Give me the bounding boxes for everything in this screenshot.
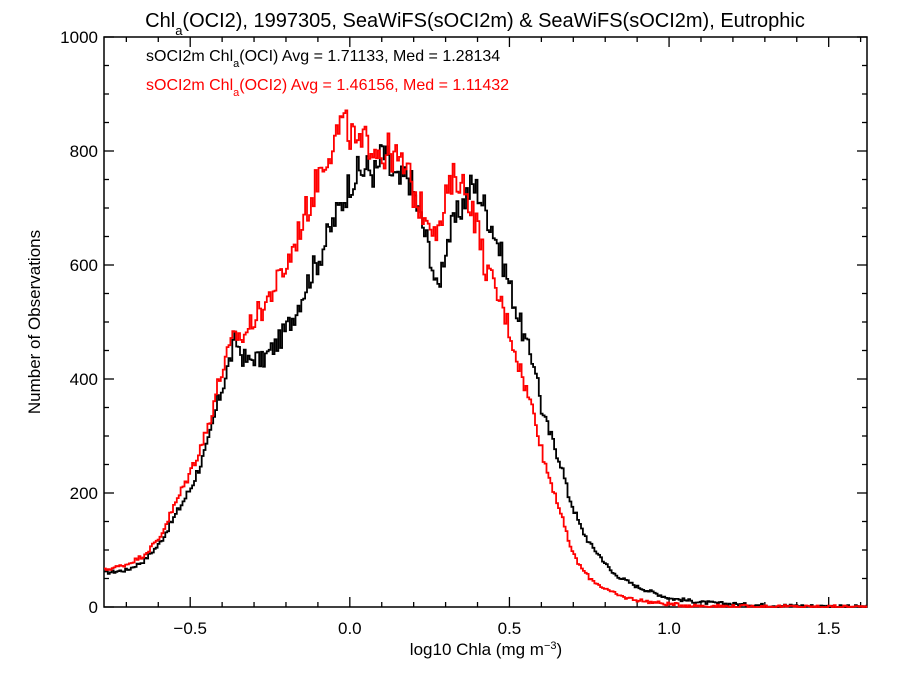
series-lines: [104, 109, 868, 608]
y-axis-ticks: 0 200 400 600 800 1000: [60, 28, 867, 617]
x-tick-label: 0.0: [338, 619, 362, 638]
plot-frame: [103, 36, 868, 608]
x-tick-label: 0.5: [498, 619, 522, 638]
x-tick-label: 1.5: [817, 619, 841, 638]
x-tick-label: −0.5: [173, 619, 207, 638]
y-tick-label: 800: [70, 142, 98, 161]
legend: sOCI2m Chla(OCI) Avg = 1.71133, Med = 1.…: [146, 48, 509, 99]
y-tick-label: 200: [70, 484, 98, 503]
x-axis-ticks: −0.5 0.0 0.5 1.0 1.5: [125, 37, 862, 638]
x-tick-label: 1.0: [657, 619, 681, 638]
series-line-oci: [104, 144, 868, 608]
legend-entry: sOCI2m Chla(OCI) Avg = 1.71133, Med = 1.…: [146, 48, 500, 70]
y-axis-label: Number of Observations: [25, 230, 44, 414]
y-tick-label: 0: [89, 598, 98, 617]
y-tick-label: 600: [70, 256, 98, 275]
legend-entry: sOCI2m Chla(OCI2) Avg = 1.46156, Med = 1…: [146, 77, 509, 99]
chart-title: Chla(OCI2), 1997305, SeaWiFS(sOCI2m) & S…: [145, 10, 805, 38]
series-line-oci2: [104, 109, 868, 608]
y-tick-label: 1000: [60, 28, 98, 47]
x-axis-label: log10 Chla (mg m−3): [410, 640, 562, 659]
y-tick-label: 400: [70, 370, 98, 389]
